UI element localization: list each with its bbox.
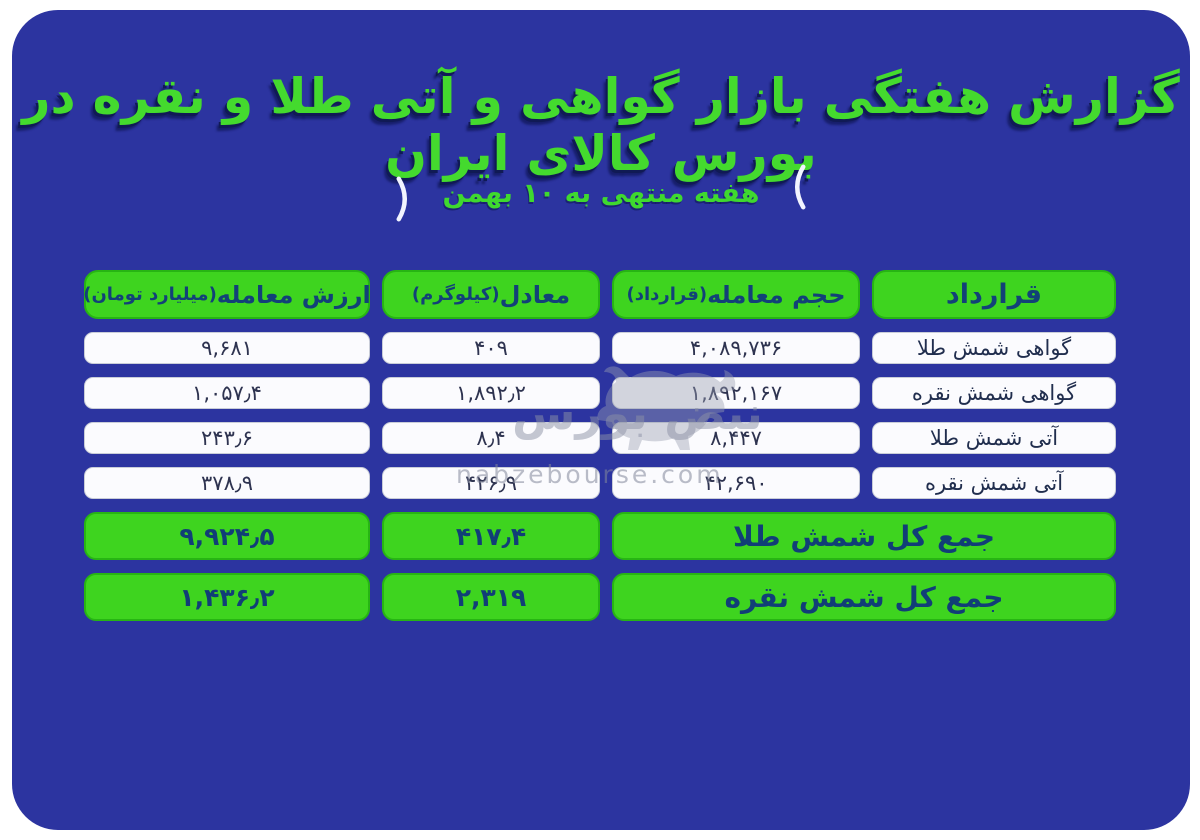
total-row-silver-value: ۱,۴۳۶٫۲: [84, 573, 370, 621]
cell-value: ۴۱۷٫۴: [455, 521, 527, 551]
total-row-silver-label: جمع کل شمش نقره: [612, 573, 1116, 621]
table-row-contract: گواهی شمش طلا: [872, 332, 1116, 364]
column-header-label: قرارداد: [945, 279, 1043, 310]
cell-value: ۸٫۴: [476, 426, 506, 450]
table-row-equivalent: ۱,۸۹۲٫۲: [382, 377, 600, 409]
cell-value: ۴۲۶٫۹: [465, 471, 517, 495]
column-header-label: حجم معامله: [707, 280, 846, 309]
cell-value: ۱,۸۹۲,۱۶۷: [689, 381, 783, 405]
table-row-value: ۲۴۳٫۶: [84, 422, 370, 454]
table-row-value: ۳۷۸٫۹: [84, 467, 370, 499]
column-header-label: ارزش معامله: [216, 280, 371, 309]
total-row-gold-value: ۹,۹۲۴٫۵: [84, 512, 370, 560]
chevron-right-icon: [795, 164, 806, 210]
column-header-unit: (کیلوگرم): [411, 284, 500, 305]
page-title: گزارش هفتگی بازار گواهی و آتی طلا و نقره…: [22, 68, 1180, 182]
table-row-volume: ۱,۸۹۲,۱۶۷: [612, 377, 860, 409]
cell-value: ۳۷۸٫۹: [201, 471, 253, 495]
table-row-contract: آتی شمش نقره: [872, 467, 1116, 499]
column-header-volume: حجم معامله​(قرارداد): [612, 270, 860, 319]
cell-value: ۴۲,۶۹۰: [704, 471, 768, 495]
total-row-gold-equivalent: ۴۱۷٫۴: [382, 512, 600, 560]
cell-value: ۱,۸۹۲٫۲: [456, 381, 526, 405]
table-row-value: ۱,۰۵۷٫۴: [84, 377, 370, 409]
cell-value: ۱,۴۳۶٫۲: [179, 582, 275, 612]
table-row-equivalent: ۴۰۹: [382, 332, 600, 364]
column-header-label: معادل: [499, 280, 571, 309]
cell-value: ۱,۰۵۷٫۴: [192, 381, 262, 405]
table-row-volume: ۴,۰۸۹,۷۳۶: [612, 332, 860, 364]
chevron-left-icon: [396, 176, 407, 222]
table-row-volume: ۸,۴۴۷: [612, 422, 860, 454]
cell-value: ۲,۳۱۹: [455, 582, 527, 612]
table-row-value: ۹,۶۸۱: [84, 332, 370, 364]
total-row-silver-equivalent: ۲,۳۱۹: [382, 573, 600, 621]
cell-value: ۴,۰۸۹,۷۳۶: [689, 336, 783, 360]
cell-value: ۹,۶۸۱: [201, 336, 253, 360]
cell-value: ۹,۹۲۴٫۵: [179, 521, 275, 551]
column-header-equivalent: معادل (کیلوگرم): [382, 270, 600, 319]
column-header-unit: (قرارداد): [626, 284, 708, 305]
table-row-contract: گواهی شمش نقره: [872, 377, 1116, 409]
column-header-unit: (میلیارد تومان): [83, 284, 217, 305]
column-header-value: ارزش معامله (میلیارد تومان): [83, 270, 371, 319]
table-row-equivalent: ۴۲۶٫۹: [382, 467, 600, 499]
subtitle: هفته منتهی به ۱۰ بهمن: [442, 177, 760, 209]
total-row-gold-label: جمع کل شمش طلا: [612, 512, 1116, 560]
report-card: گزارش هفتگی بازار گواهی و آتی طلا و نقره…: [12, 10, 1190, 830]
table-row-volume: ۴۲,۶۹۰: [612, 467, 860, 499]
data-table: قرارداد حجم معامله​(قرارداد) معادل(کیلوگ…: [83, 270, 1116, 621]
table-row-equivalent: ۸٫۴: [382, 422, 600, 454]
cell-value: ۴۰۹: [474, 336, 508, 360]
cell-value: ۲۴۳٫۶: [201, 426, 253, 450]
column-header-contract: قرارداد: [872, 270, 1116, 319]
table-row-contract: آتی شمش طلا: [872, 422, 1116, 454]
subtitle-row: هفته منتهی به ۱۰ بهمن: [12, 164, 1190, 222]
cell-value: ۸,۴۴۷: [710, 426, 762, 450]
